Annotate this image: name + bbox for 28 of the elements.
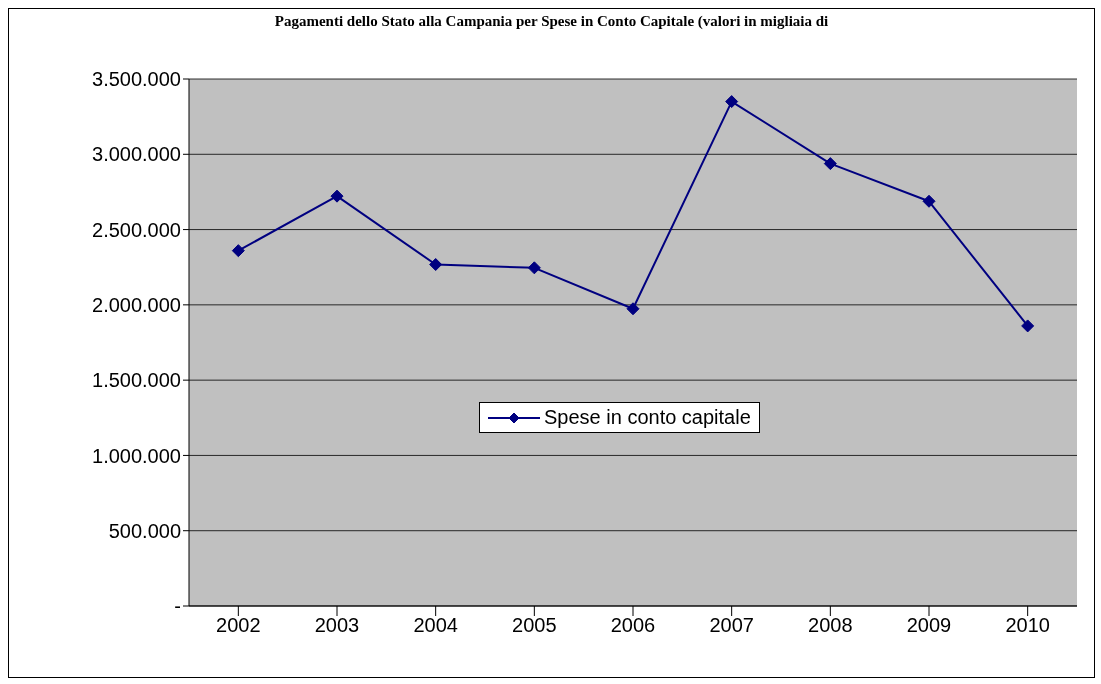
- point: [527, 261, 541, 275]
- y-tick-label: 3.500.000: [92, 68, 181, 91]
- x-tick-label: 2008: [808, 614, 853, 637]
- point: [1021, 319, 1035, 333]
- x-tick-label: 2010: [1005, 614, 1050, 637]
- point: [922, 194, 936, 208]
- y-tick-label: 1.000.000: [92, 444, 181, 467]
- y-tick-label: 2.000.000: [92, 293, 181, 316]
- y-tick-label: 2.500.000: [92, 218, 181, 241]
- x-tick-label: 2009: [906, 614, 952, 637]
- point: [231, 244, 245, 258]
- y-tick-label: -: [174, 595, 181, 618]
- point: [626, 302, 640, 316]
- x-tick-label: 2007: [709, 614, 754, 637]
- y-tick-label: 1.500.000: [92, 369, 181, 392]
- y-tick-label: 500.000: [108, 519, 181, 542]
- x-tick-label: 2006: [610, 614, 656, 637]
- point: [725, 95, 739, 109]
- point: [823, 157, 837, 171]
- x-tick-label: 2002: [216, 614, 261, 637]
- chart-title: Pagamenti dello Stato alla Campania per Spese in Conto Capitale (valori in migliaia di: [273, 13, 830, 30]
- legend-label: Spese in conto capitale: [544, 406, 751, 429]
- x-tick-label: 2003: [314, 614, 360, 637]
- y-tick-label: 3.000.000: [92, 143, 181, 166]
- x-tick-label: 2005: [512, 614, 557, 637]
- point: [429, 258, 443, 271]
- point: [330, 189, 344, 203]
- x-tick-label: 2004: [413, 614, 458, 637]
